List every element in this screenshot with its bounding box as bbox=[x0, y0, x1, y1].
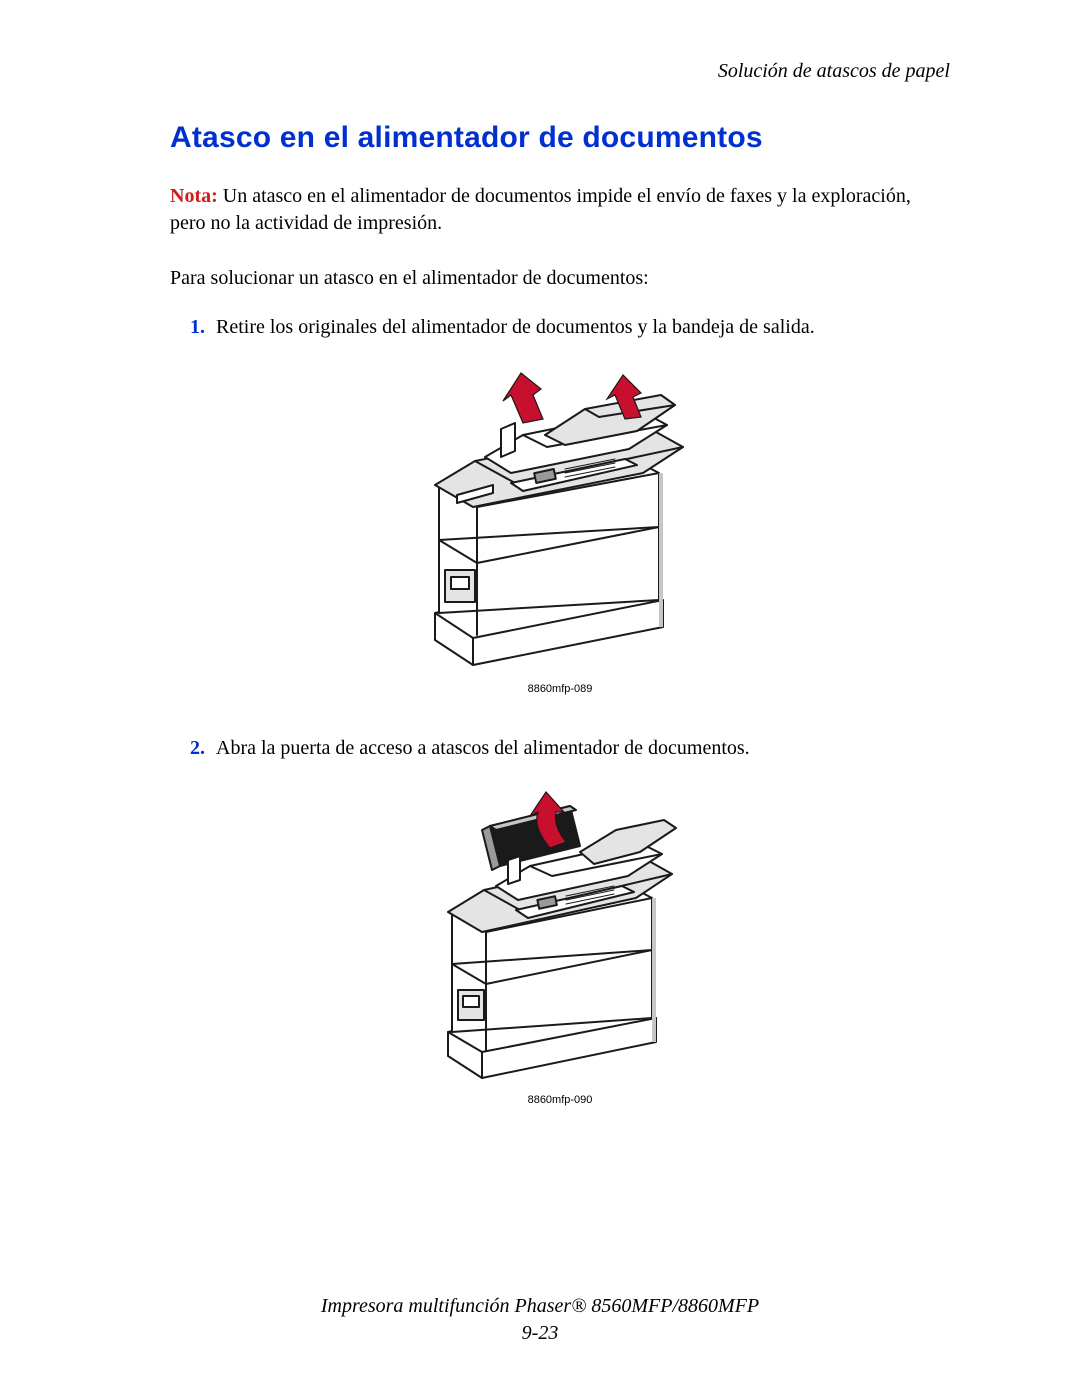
footer-page-number: 9-23 bbox=[0, 1320, 1080, 1347]
figure-caption: 8860mfp-089 bbox=[170, 683, 950, 695]
figure-caption: 8860mfp-090 bbox=[170, 1094, 950, 1106]
printer-illustration-2 bbox=[430, 786, 690, 1086]
step-number: 1. bbox=[190, 314, 216, 341]
figure-1: 8860mfp-089 bbox=[170, 365, 950, 695]
figure-2: 8860mfp-090 bbox=[170, 786, 950, 1106]
step-number: 2. bbox=[190, 735, 216, 762]
printer-illustration-1 bbox=[415, 365, 705, 675]
running-head: Solución de atascos de papel bbox=[170, 60, 950, 83]
note-text: Un atasco en el alimentador de documento… bbox=[170, 185, 911, 234]
page-footer: Impresora multifunción Phaser® 8560MFP/8… bbox=[0, 1293, 1080, 1347]
step-2: 2. Abra la puerta de acceso a atascos de… bbox=[170, 735, 950, 762]
step-text: Abra la puerta de acceso a atascos del a… bbox=[216, 735, 950, 762]
note-paragraph: Nota: Un atasco en el alimentador de doc… bbox=[170, 183, 950, 237]
step-text: Retire los originales del alimentador de… bbox=[216, 314, 950, 341]
section-title: Atasco en el alimentador de documentos bbox=[170, 121, 950, 155]
footer-product: Impresora multifunción Phaser® 8560MFP/8… bbox=[0, 1293, 1080, 1320]
intro-paragraph: Para solucionar un atasco en el alimenta… bbox=[170, 265, 950, 292]
step-1: 1. Retire los originales del alimentador… bbox=[170, 314, 950, 341]
page: Solución de atascos de papel Atasco en e… bbox=[0, 0, 1080, 1397]
note-label: Nota: bbox=[170, 185, 218, 207]
